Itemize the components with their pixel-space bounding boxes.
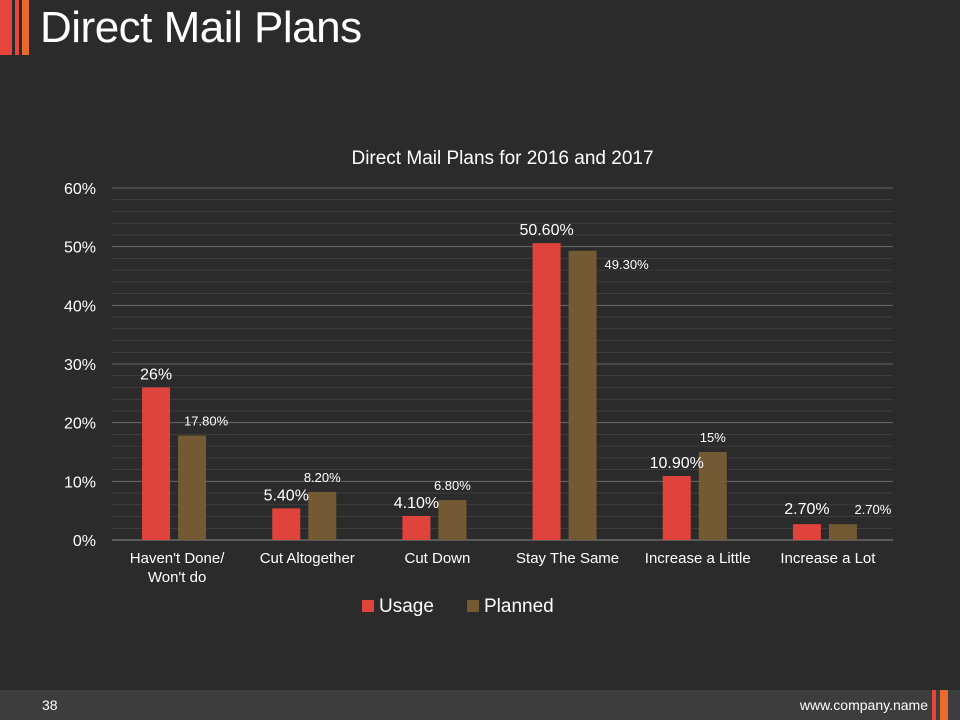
planned-data-label: 15% <box>700 430 726 445</box>
legend-label-planned: Planned <box>484 596 554 617</box>
y-tick-label: 40% <box>64 298 96 315</box>
x-category-label: Won't do <box>148 569 206 586</box>
legend-swatch-planned <box>467 600 479 612</box>
usage-bar <box>792 524 821 540</box>
y-tick-label: 10% <box>64 474 96 491</box>
usage-data-label: 10.90% <box>650 455 704 472</box>
footer-accent-bars <box>932 690 952 720</box>
x-category-label: Increase a Lot <box>780 550 876 567</box>
y-tick-label: 60% <box>64 181 96 198</box>
usage-bar <box>272 508 301 540</box>
y-tick-label: 20% <box>64 416 96 433</box>
website-link[interactable]: www.company.name <box>799 697 928 713</box>
legend-label-usage: Usage <box>379 596 434 617</box>
planned-data-label: 17.80% <box>184 414 229 429</box>
planned-bar <box>308 491 337 540</box>
page-title: Direct Mail Plans <box>40 3 362 52</box>
usage-data-label: 26% <box>140 366 172 383</box>
x-category-label: Increase a Little <box>645 550 751 567</box>
x-category-label: Haven't Done/ <box>130 550 225 567</box>
usage-bar <box>532 243 561 540</box>
planned-data-label: 8.20% <box>304 470 341 485</box>
planned-bar <box>178 435 207 540</box>
usage-data-label: 4.10% <box>394 495 439 512</box>
usage-data-label: 5.40% <box>264 487 309 504</box>
planned-bar <box>438 500 467 540</box>
planned-data-label: 49.30% <box>605 257 650 272</box>
title-accent-bars <box>0 0 30 55</box>
y-tick-label: 0% <box>73 533 96 550</box>
footer-accent-orange <box>940 690 948 720</box>
accent-bar-red-narrow <box>15 0 19 55</box>
planned-bar <box>698 452 727 540</box>
footer-bar: 38 www.company.name <box>0 690 960 720</box>
y-tick-label: 50% <box>64 240 96 257</box>
planned-data-label: 2.70% <box>854 502 891 517</box>
usage-bar <box>402 515 431 540</box>
usage-data-label: 50.60% <box>519 222 573 239</box>
chart-title: Direct Mail Plans for 2016 and 2017 <box>351 148 653 169</box>
planned-bar <box>568 250 597 541</box>
legend-swatch-usage <box>362 600 374 612</box>
x-category-label: Cut Altogether <box>260 550 355 567</box>
usage-bar <box>662 476 691 540</box>
usage-data-label: 2.70% <box>784 501 829 518</box>
accent-bar-orange <box>22 0 29 55</box>
planned-data-label: 6.80% <box>434 478 471 493</box>
page-number: 38 <box>42 697 58 713</box>
x-category-label: Stay The Same <box>516 550 619 567</box>
accent-bar-red-wide <box>0 0 12 55</box>
x-category-label: Cut Down <box>404 550 470 567</box>
usage-bar <box>142 387 171 540</box>
y-tick-label: 30% <box>64 357 96 374</box>
bar-chart: Direct Mail Plans for 2016 and 2017 0% 10%… <box>64 148 893 617</box>
footer-accent-red <box>932 690 936 720</box>
planned-bar <box>828 524 857 540</box>
